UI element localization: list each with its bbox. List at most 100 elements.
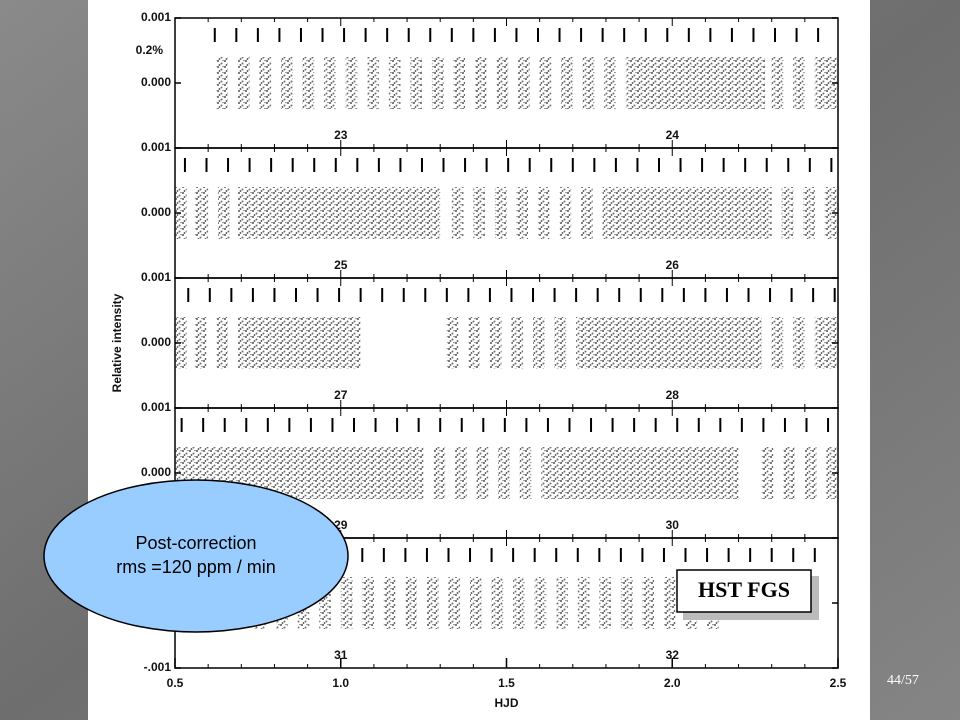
y-tick-label: 0.000 <box>141 75 171 89</box>
data-segment <box>237 187 441 239</box>
data-segment <box>559 187 572 239</box>
callout: Post-correction rms =120 ppm / min <box>43 479 349 633</box>
data-segment <box>533 317 545 369</box>
data-segment <box>663 577 676 629</box>
data-segment <box>405 577 417 629</box>
orbit-label: 24 <box>666 128 680 142</box>
data-segment <box>771 57 784 109</box>
page-number: 44/57 <box>887 673 919 688</box>
y-tick-label: 0.000 <box>141 465 171 479</box>
orbit-label: 32 <box>666 648 680 662</box>
data-segment <box>793 317 805 369</box>
plot: 0.001 0.000 0.2% 23 24 0.001 0.000 25 26 0.001 0.0… <box>110 10 846 710</box>
orbit-label: 28 <box>666 388 680 402</box>
orbit-label: 23 <box>334 128 348 142</box>
x-tick-label: 2.5 <box>830 676 847 690</box>
data-segment <box>781 187 794 239</box>
data-segment <box>446 317 459 369</box>
data-segment <box>561 57 573 109</box>
data-segment <box>362 577 374 629</box>
data-segment <box>518 57 530 109</box>
y-axis-label: Relative intensity <box>110 293 124 392</box>
y-tick-label: 0.001 <box>141 10 171 24</box>
data-segment <box>470 577 482 629</box>
data-segment <box>519 447 532 499</box>
data-segment <box>491 577 504 629</box>
data-segment <box>804 447 817 499</box>
data-segment <box>771 317 784 369</box>
orbit-label: 26 <box>666 258 680 272</box>
data-segment <box>498 447 510 499</box>
data-segment <box>620 577 633 629</box>
callout-text: Post-correction <box>135 533 256 553</box>
data-segment <box>576 317 762 369</box>
data-segment <box>642 577 655 629</box>
data-segment <box>383 577 396 629</box>
data-segment <box>259 57 272 109</box>
data-segment <box>302 57 315 109</box>
data-segment <box>468 317 480 369</box>
data-segment <box>554 317 567 369</box>
data-segment <box>426 577 439 629</box>
orbit-label: 31 <box>334 648 348 662</box>
data-segment <box>319 577 331 629</box>
data-segment <box>494 187 507 239</box>
callout-text: rms =120 ppm / min <box>116 557 276 577</box>
data-segment <box>218 187 230 239</box>
data-segment <box>433 447 446 499</box>
data-segment <box>511 317 524 369</box>
data-segment <box>793 57 805 109</box>
y-tick-label: 0.001 <box>141 140 171 154</box>
orbit-label: 30 <box>666 518 680 532</box>
x-axis-label: HJD <box>494 696 518 710</box>
data-segment <box>539 57 552 109</box>
orbit-label: 27 <box>334 388 348 402</box>
badge-box <box>676 569 812 613</box>
data-segment <box>582 57 595 109</box>
data-segment <box>604 57 616 109</box>
data-segment <box>475 57 487 109</box>
data-segment <box>761 447 774 499</box>
data-segment <box>448 577 461 629</box>
badge: HST FGS <box>676 569 819 620</box>
data-segment <box>814 57 838 109</box>
data-segment <box>537 187 550 239</box>
data-segment <box>345 57 358 109</box>
data-segment <box>489 317 502 369</box>
data-segment <box>431 57 444 109</box>
data-segment <box>602 187 772 239</box>
data-segment <box>824 187 838 239</box>
y-tick-label: -.001 <box>144 660 172 674</box>
data-segment <box>541 447 739 499</box>
orbit-label: 25 <box>334 258 348 272</box>
data-segment <box>453 57 466 109</box>
data-segment <box>814 317 838 369</box>
data-segment <box>194 317 207 369</box>
data-segment <box>577 577 590 629</box>
data-segment <box>237 317 361 369</box>
data-segment <box>513 577 525 629</box>
x-tick-label: 1.0 <box>332 676 349 690</box>
callout-ellipse <box>43 479 349 633</box>
data-segment <box>237 57 250 109</box>
data-segment <box>581 187 593 239</box>
data-segment <box>783 447 795 499</box>
data-segment <box>455 447 467 499</box>
y-tick-label: 0.001 <box>141 400 171 414</box>
data-segment <box>473 187 485 239</box>
data-segment <box>625 57 766 109</box>
scale-label: 0.2% <box>136 43 164 57</box>
data-segment <box>556 577 568 629</box>
data-segment <box>367 57 379 109</box>
y-tick-label: 0.000 <box>141 205 171 219</box>
data-segment <box>216 317 229 369</box>
x-tick-label: 0.5 <box>167 676 184 690</box>
data-segment <box>516 187 529 239</box>
data-segment <box>388 57 401 109</box>
data-segment <box>410 57 422 109</box>
data-segment <box>534 577 547 629</box>
data-segment <box>496 57 509 109</box>
data-segment <box>599 577 611 629</box>
data-segment <box>216 57 229 109</box>
